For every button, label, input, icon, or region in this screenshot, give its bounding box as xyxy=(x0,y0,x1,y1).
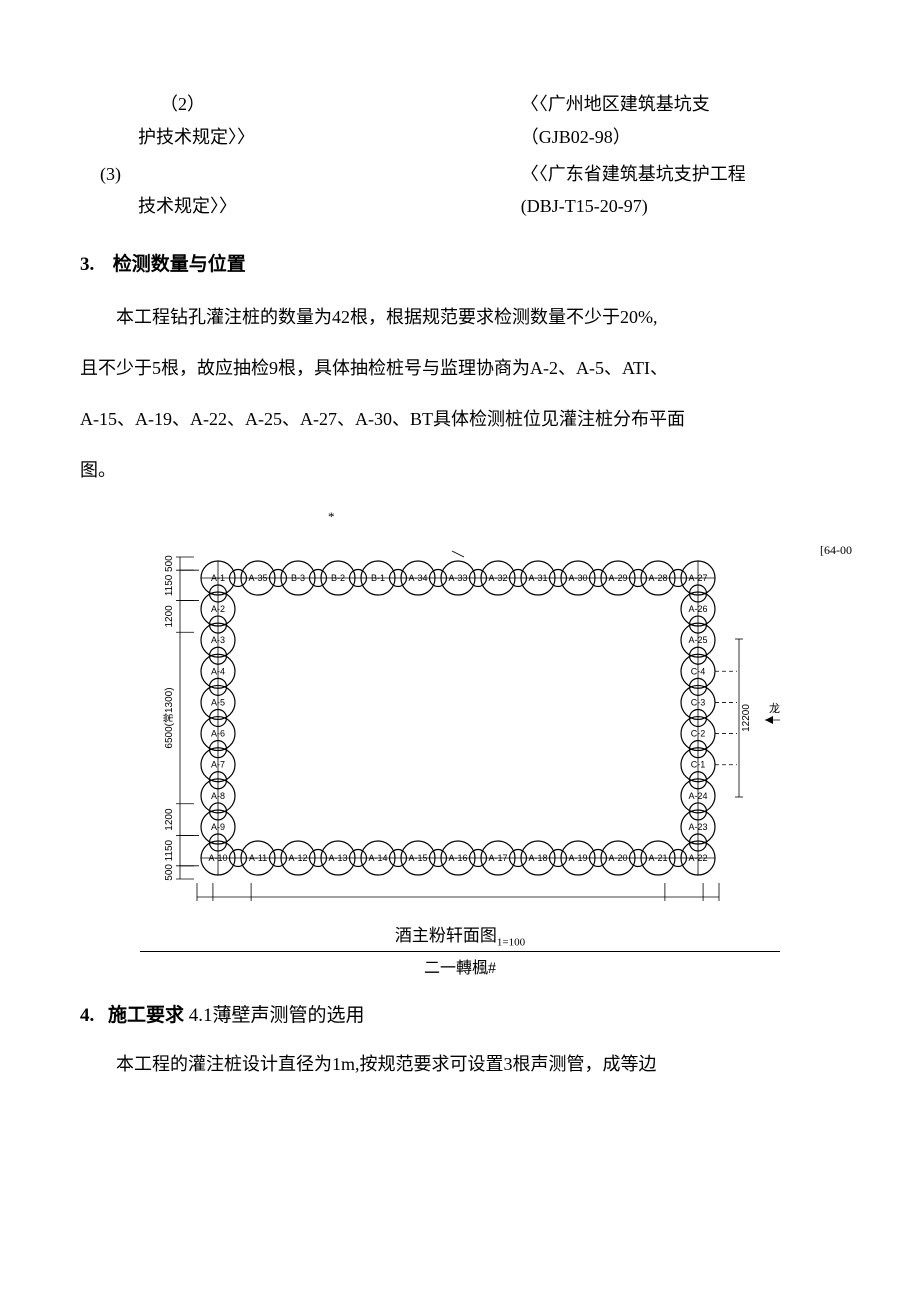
ref-2-line1: （2） 〈〈广州地区建筑基坑支 xyxy=(80,90,840,119)
ref-3-right2: (DBJ-T15-20-97) xyxy=(521,192,840,221)
section-3-heading: 3. 检测数量与位置 xyxy=(80,249,840,276)
section-4-num: 4. xyxy=(80,1005,108,1027)
ref-3-left2: 技术规定〉〉 xyxy=(80,192,521,221)
svg-text:1200: 1200 xyxy=(164,808,175,831)
svg-text:500: 500 xyxy=(164,864,175,881)
ref-3-line2: 技术规定〉〉 (DBJ-T15-20-97) xyxy=(80,192,840,221)
svg-text:1150: 1150 xyxy=(164,575,175,597)
ref-3-right1: 〈〈广东省建筑基坑支护工程 xyxy=(521,160,840,189)
figure-caption-rule xyxy=(140,951,780,952)
ref-3-line1: (3) 〈〈广东省建筑基坑支护工程 xyxy=(80,160,840,189)
ref-3-index: (3) xyxy=(80,160,521,189)
figure-caption-1-sub: 1=100 xyxy=(497,937,525,949)
figure-wrapper: * [64-00 A-1A-35B-3B-2B-1A-34A-33A-32A-3… xyxy=(80,521,840,901)
section-3-p2: 且不少于5根，故应抽检9根，具体抽检桩号与监理协商为A-2、A-5、ATI、 xyxy=(80,345,840,392)
section-4-heading: 4.施工要求 4.1薄壁声测管的选用 xyxy=(80,1000,840,1027)
section-4-p1: 本工程的灌注桩设计直径为1m,按规范要求可设置3根声测管，成等边 xyxy=(80,1041,840,1088)
section-3-num: 3. xyxy=(80,254,108,276)
section-4-sub: 4.1薄壁声测管的选用 xyxy=(184,1005,365,1026)
svg-text:6500(常1300): 6500(常1300) xyxy=(162,688,175,749)
figure-caption-2: 二一轉楓# xyxy=(80,954,840,978)
ref-2-right2: （GJB02-98） xyxy=(521,123,840,152)
svg-text:1200: 1200 xyxy=(164,605,175,628)
section-3-p1: 本工程钻孔灌注桩的数量为42根，根据规范要求检测数量不少于20%, xyxy=(80,294,840,341)
section-3-p3: A-15、A-19、A-22、A-25、A-27、A-30、BT具体检测桩位见灌… xyxy=(80,396,840,443)
ref-2-left2: 护技术规定〉〉 xyxy=(80,123,521,152)
svg-text:12200: 12200 xyxy=(741,704,752,732)
ref-2-line2: 护技术规定〉〉 （GJB02-98） xyxy=(80,123,840,152)
svg-text:龙段4#井: 龙段4#井 xyxy=(769,701,780,715)
section-3-p4: 图。 xyxy=(80,447,840,494)
figure-asterisk: * xyxy=(328,509,335,525)
ref-2-right1: 〈〈广州地区建筑基坑支 xyxy=(521,90,840,119)
svg-text:1150: 1150 xyxy=(164,840,175,862)
svg-text:500: 500 xyxy=(164,555,175,572)
figure-citation: [64-00 xyxy=(820,543,852,558)
ref-2-index: （2） xyxy=(80,90,521,119)
pile-layout-diagram: A-1A-35B-3B-2B-1A-34A-33A-32A-31A-30A-29… xyxy=(140,521,780,901)
figure-caption-1-text: 酒主粉轩面图 xyxy=(395,926,497,945)
figure-caption-1: 酒主粉轩面图1=100 xyxy=(80,921,840,948)
section-4-title: 施工要求 xyxy=(108,1005,184,1026)
section-3-title: 检测数量与位置 xyxy=(113,254,246,275)
